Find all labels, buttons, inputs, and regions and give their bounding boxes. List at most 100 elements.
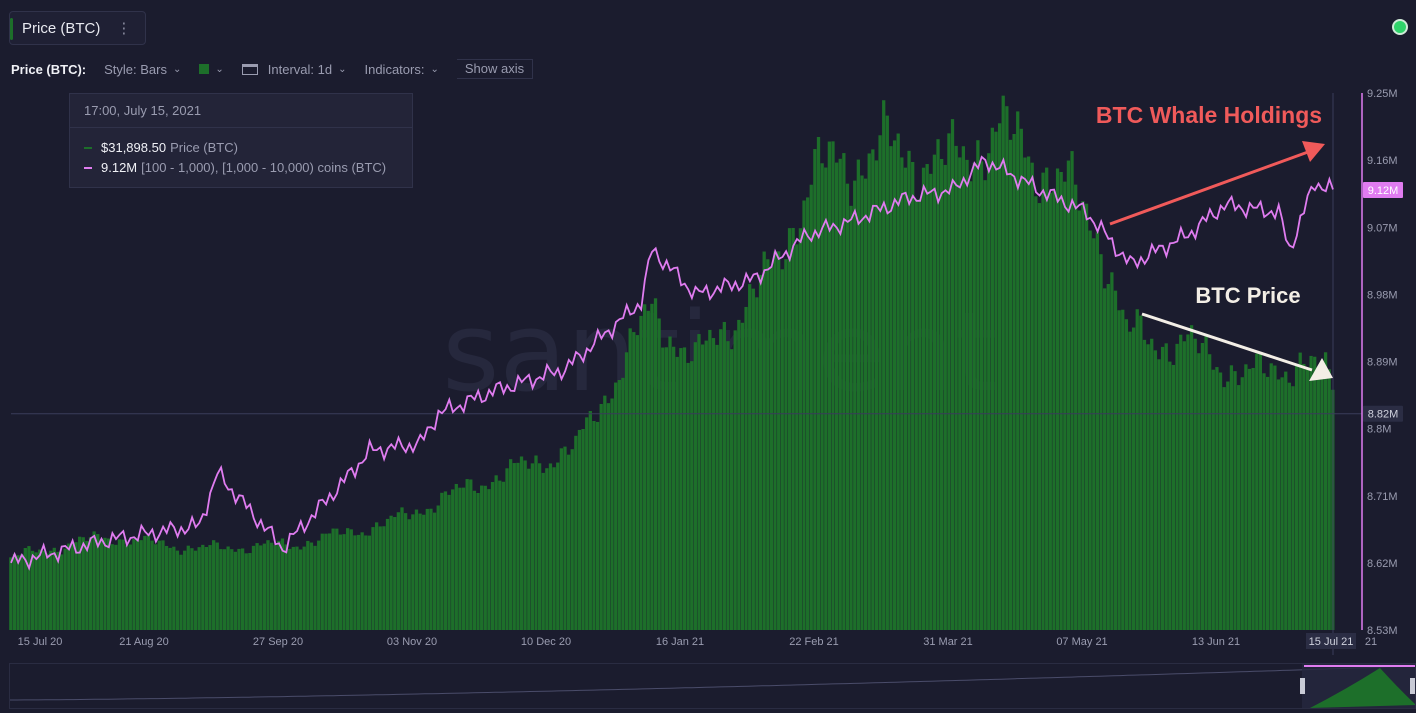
price-bar (99, 539, 103, 630)
metric-chip-price-btc[interactable]: Price (BTC) ⋮ (9, 11, 147, 45)
price-bar (382, 526, 386, 630)
interval-dropdown[interactable]: Interval: 1d ⌄ (241, 62, 346, 77)
price-bar (302, 546, 306, 630)
price-bar (1160, 346, 1165, 630)
x-axis-tick-label: 13 Jun 21 (1192, 636, 1240, 648)
price-bar (284, 544, 288, 630)
price-bar (1222, 387, 1226, 630)
price-bar (766, 259, 770, 630)
price-bar (1280, 377, 1284, 630)
price-bar (411, 514, 415, 630)
price-bar (20, 554, 24, 630)
price-bar (791, 227, 795, 630)
tooltip-holdings-label: [100 - 1,000), [1,000 - 10,000) coins (B… (141, 160, 387, 175)
price-bar (798, 228, 803, 630)
price-bar (987, 153, 991, 630)
price-bar (1074, 184, 1078, 630)
x-axis-tick-label: 03 Nov 20 (387, 636, 437, 648)
price-bar (1251, 367, 1255, 630)
y-axis-tick-label: 8.98M (1367, 289, 1398, 301)
price-bar (237, 548, 241, 630)
tooltip-price-label: Price (BTC) (170, 140, 238, 155)
price-bar (1193, 338, 1197, 630)
price-bar (1037, 203, 1042, 630)
price-bar (1084, 203, 1089, 630)
price-bar (595, 421, 600, 630)
price-bar (979, 161, 984, 630)
price-bar (1030, 162, 1034, 630)
price-bar (563, 446, 567, 630)
price-bar (1200, 342, 1205, 630)
price-bar (863, 178, 868, 630)
price-bar (787, 228, 792, 630)
price-bar (885, 115, 889, 631)
price-bar (1124, 319, 1128, 630)
price-bar (914, 199, 918, 630)
price-bar (729, 349, 734, 630)
price-bar (711, 338, 716, 630)
price-bar (432, 512, 437, 630)
price-bar (614, 382, 618, 630)
annotation-red-arrow-line (1109, 150, 1309, 226)
price-bar (1048, 192, 1052, 631)
price-bar (157, 540, 161, 630)
price-bar (585, 417, 589, 630)
price-bar (632, 332, 636, 630)
price-bar (509, 459, 513, 630)
holdings-value-label: 9.12M (1368, 185, 1399, 197)
price-bar (443, 491, 448, 630)
price-bar (85, 540, 89, 630)
range-navigator[interactable] (9, 663, 1416, 709)
price-bar (994, 131, 998, 630)
price-bar (1247, 368, 1252, 630)
price-bar (1095, 232, 1100, 630)
price-bar (498, 480, 502, 630)
price-bar (454, 483, 458, 630)
price-bar (483, 485, 487, 630)
price-bar (125, 545, 129, 630)
price-bar (222, 549, 227, 630)
price-bar (758, 274, 763, 630)
price-bar (1294, 364, 1299, 630)
price-bar (12, 553, 17, 630)
price-bar (679, 348, 683, 630)
price-bar (49, 550, 53, 630)
indicators-dropdown[interactable]: Indicators: ⌄ (364, 62, 438, 77)
price-bar (324, 533, 328, 630)
price-bar (317, 540, 321, 630)
price-bar (1146, 344, 1150, 630)
more-options-icon[interactable]: ⋮ (116, 20, 132, 37)
price-bar (81, 537, 85, 630)
price-bar (353, 535, 357, 630)
price-bar (121, 539, 125, 630)
price-bar (288, 548, 292, 630)
price-bar (45, 553, 49, 630)
price-bar (958, 157, 962, 630)
price-bar (1059, 171, 1063, 631)
price-bar (809, 184, 813, 630)
price-bar (1276, 379, 1281, 630)
price-bar (940, 158, 944, 630)
price-bar (1262, 373, 1266, 630)
price-bar (1229, 365, 1234, 630)
price-bar (179, 554, 183, 630)
show-axis-toggle[interactable]: Show axis (456, 59, 534, 79)
price-bar (186, 545, 190, 630)
price-bar (722, 321, 726, 630)
price-bar (892, 140, 897, 631)
color-picker[interactable]: ⌄ (199, 64, 224, 75)
price-bar (1157, 359, 1161, 630)
annotation-red-arrowhead (1302, 141, 1325, 162)
price-bar (1077, 210, 1081, 631)
price-bar (704, 340, 708, 630)
price-bar (769, 267, 774, 630)
navigator-handle-right (1410, 678, 1415, 694)
price-bar (617, 380, 621, 630)
price-bar (997, 123, 1002, 630)
price-bar (733, 330, 737, 630)
price-bar (889, 146, 893, 630)
price-bar (487, 489, 491, 630)
price-bar (269, 542, 274, 630)
style-dropdown[interactable]: Style: Bars ⌄ (104, 62, 181, 77)
